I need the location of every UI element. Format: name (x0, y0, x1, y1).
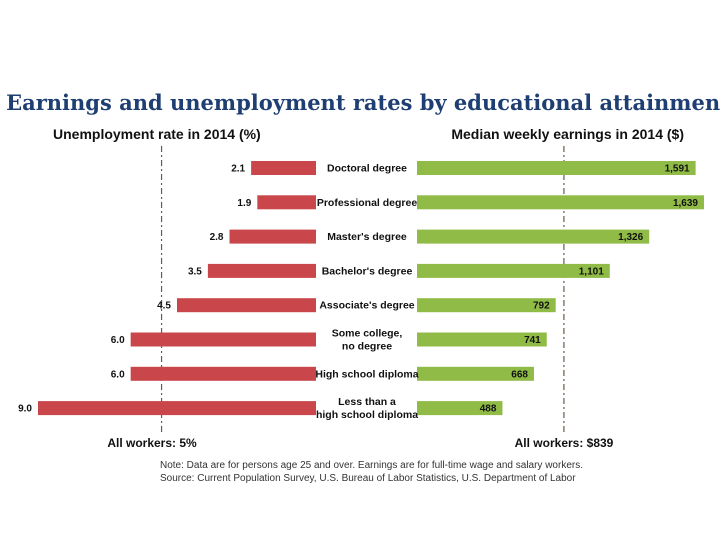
earnings-bar (417, 161, 696, 175)
earnings-value-label: 741 (524, 335, 541, 346)
category-label: Bachelor's degree (322, 265, 413, 277)
earnings-value-label: 1,326 (618, 232, 643, 243)
unemployment-value-label: 6.0 (111, 369, 125, 380)
unemployment-bar (207, 263, 316, 278)
earnings-bar (417, 263, 610, 278)
earnings-bar (417, 332, 547, 347)
left-panel-title: Unemployment rate in 2014 (%) (53, 126, 261, 142)
earnings-value-label: 1,639 (673, 198, 698, 209)
unemployment-bar (251, 161, 316, 175)
category-label: Doctoral degree (327, 163, 407, 175)
category-label: Professional degree (317, 197, 418, 209)
right-panel-title: Median weekly earnings in 2014 ($) (451, 126, 684, 142)
category-label: Some college, no degree (332, 328, 403, 353)
unemployment-bar (177, 298, 316, 313)
chart-title: Earnings and unemployment rates by educa… (6, 90, 720, 115)
earnings-bar (417, 195, 704, 210)
left-reference-label: All workers: 5% (107, 436, 197, 450)
earnings-bar (417, 229, 650, 244)
earnings-value-label: 1,101 (579, 266, 604, 277)
earnings-value-label: 1,591 (665, 164, 690, 175)
category-label: Less than a high school diploma (316, 396, 418, 421)
earnings-value-label: 668 (511, 369, 528, 380)
earnings-value-label: 488 (480, 404, 497, 415)
earnings-bar (417, 401, 503, 416)
earnings-bar (417, 366, 534, 381)
unemployment-bar (130, 366, 316, 381)
category-label: High school diploma (315, 368, 418, 380)
chart-marks: 2.1 1,591 Doctoral degree 1.9 1,639 Professio… (18, 161, 704, 421)
unemployment-bar (229, 229, 316, 244)
unemployment-bar (38, 401, 316, 416)
unemployment-value-label: 4.5 (157, 301, 171, 312)
unemployment-bar (130, 332, 316, 347)
note-line-2: Source: Current Population Survey, U.S. … (160, 473, 576, 484)
unemployment-bar (257, 195, 316, 210)
unemployment-value-label: 9.0 (18, 404, 32, 415)
note-line-1: Note: Data are for persons age 25 and ov… (160, 460, 583, 471)
earnings-value-label: 792 (533, 301, 550, 312)
unemployment-value-label: 2.1 (231, 164, 245, 175)
earnings-bar (417, 298, 556, 313)
unemployment-value-label: 6.0 (111, 335, 125, 346)
unemployment-value-label: 1.9 (237, 198, 251, 209)
category-label: Master's degree (327, 231, 407, 243)
unemployment-value-label: 2.8 (210, 232, 224, 243)
category-label: Associate's degree (319, 300, 414, 312)
unemployment-value-label: 3.5 (188, 266, 202, 277)
right-reference-label: All workers: $839 (515, 436, 614, 450)
